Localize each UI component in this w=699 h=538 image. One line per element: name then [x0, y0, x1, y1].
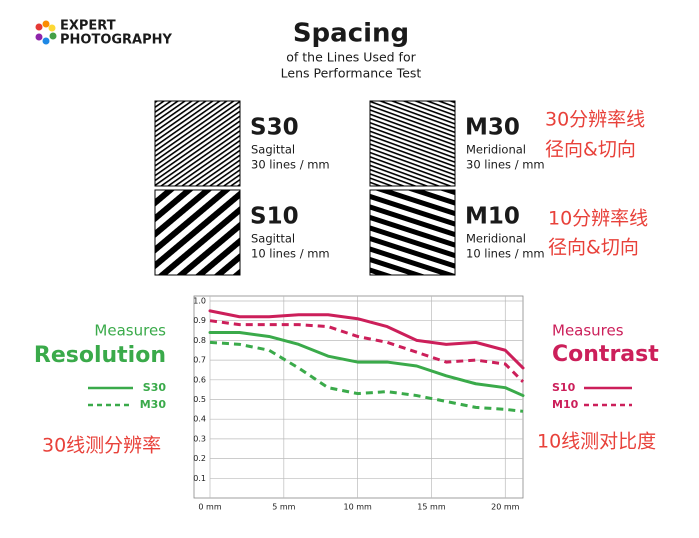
pattern-code: M30 [465, 115, 520, 141]
pattern-swatch [369, 100, 456, 187]
y-tick-label: 0.1 [193, 474, 206, 483]
y-tick-label: 0.3 [193, 434, 206, 443]
y-tick-label: 0.4 [193, 415, 206, 424]
note: 径向&切向 [545, 139, 636, 161]
series-line [209, 319, 525, 383]
y-tick-label: 0.7 [193, 356, 206, 365]
x-tick-label: 5 mm [272, 503, 295, 512]
y-tick-label: 0.2 [193, 454, 206, 463]
note: 10线测对比度 [537, 431, 656, 453]
y-tick-label: 1.0 [193, 297, 206, 306]
legend-heading: Contrast [552, 342, 659, 367]
pattern-swatch [154, 189, 241, 276]
note: 30分辨率线 [545, 109, 645, 131]
note: 10分辨率线 [548, 208, 648, 230]
subtitle: of the Lines Used for [286, 50, 416, 65]
legend-label: M30 [140, 398, 167, 411]
legend-caption: Measures [94, 322, 166, 340]
plot-frame [193, 295, 524, 499]
legend-label: M10 [552, 398, 579, 411]
pattern-code: S30 [250, 115, 299, 141]
pattern-density: 10 lines / mm [251, 247, 330, 261]
pattern-code: S10 [250, 204, 299, 230]
legend-caption: Measures [552, 322, 624, 340]
x-tick-label: 20 mm [491, 503, 520, 512]
x-tick-label: 10 mm [343, 503, 372, 512]
note: 30线测分辨率 [42, 435, 161, 457]
title: Spacing [293, 19, 409, 49]
x-tick-label: 15 mm [417, 503, 446, 512]
subtitle: Lens Performance Test [281, 66, 422, 81]
note: 径向&切向 [548, 237, 639, 259]
pattern-kind: Sagittal [251, 232, 295, 246]
pattern-density: 30 lines / mm [251, 158, 330, 172]
legend-label: S30 [143, 381, 167, 394]
x-tick-label: 0 mm [198, 503, 221, 512]
series-line [208, 309, 525, 370]
pattern-swatch [369, 189, 456, 276]
pattern-density: 30 lines / mm [466, 158, 545, 172]
y-tick-label: 0.8 [193, 336, 206, 345]
y-tick-label: 0.5 [193, 395, 206, 404]
pattern-kind: Sagittal [251, 143, 295, 157]
legend-heading: Resolution [34, 343, 166, 368]
logo-icon [35, 20, 57, 45]
pattern-code: M10 [465, 204, 520, 230]
logo-text: PHOTOGRAPHY [60, 33, 173, 48]
pattern-kind: Meridional [466, 232, 526, 246]
y-tick-label: 0.9 [193, 316, 206, 325]
legend-label: S10 [552, 381, 576, 394]
pattern-swatch [154, 100, 241, 187]
y-tick-label: 0.6 [193, 375, 206, 384]
pattern-kind: Meridional [466, 143, 526, 157]
series-line [209, 340, 524, 413]
pattern-density: 10 lines / mm [466, 247, 545, 261]
logo-text: EXPERT [60, 19, 116, 34]
series-line [208, 331, 525, 398]
